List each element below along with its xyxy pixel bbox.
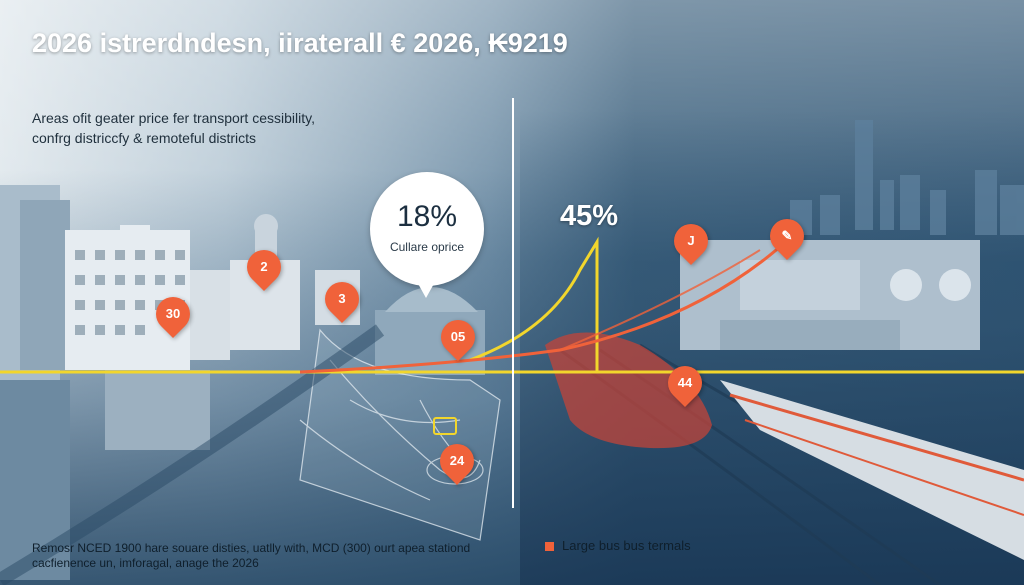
bus-stop-icon: ✎ (781, 228, 793, 243)
map-pin-marker: 24 (432, 436, 482, 486)
footer-line-1: Remosr NCED 1900 hare souare disties, ua… (32, 541, 471, 555)
train (720, 380, 1024, 560)
map-pin-label: 30 (165, 306, 181, 321)
legend-swatch (545, 542, 554, 552)
station-building (680, 240, 980, 350)
map-pin-marker: 3 (317, 274, 367, 324)
bus-stop-marker: ✎ (762, 211, 812, 261)
percent-right: 45% (560, 200, 619, 232)
callout-bubble: 18% Cullare oprice (370, 172, 484, 286)
yellow-curve (469, 236, 599, 372)
map-pin-label: 3 (338, 291, 346, 306)
footer-line-2: cacfienence un, imforagal, anage the 202… (32, 556, 259, 570)
legend-label: Large bus bus termals (562, 538, 691, 553)
footer-note: Remosr NCED 1900 hare souare disties, ua… (32, 541, 512, 571)
buildings-left (0, 185, 360, 580)
subtitle-line-2: confrg districcfy & remoteful districts (32, 130, 257, 146)
subtitle: Areas ofit geater price fer transport ce… (32, 108, 432, 148)
map-pin-marker: 30 (148, 289, 198, 339)
map-pin-label: 05 (450, 329, 466, 344)
map-pin-marker: 2 (239, 242, 289, 292)
map-pin-label: J (687, 233, 695, 248)
map-pin-marker: 05 (433, 312, 483, 362)
map-pin-marker: 44 (660, 358, 710, 408)
callout-caption: Cullare oprice (389, 240, 465, 254)
map-pin-label: 44 (677, 375, 693, 390)
callout-tail (416, 280, 436, 298)
orange-trend-line-2 (559, 249, 761, 351)
map-pin-label: 24 (449, 453, 465, 468)
subtitle-line-1: Areas ofit geater price fer transport ce… (32, 110, 315, 126)
highlight-area (545, 332, 712, 449)
map-pin-label: 2 (260, 259, 268, 274)
skyline-right (790, 120, 1024, 235)
callout-value: 18% (396, 200, 458, 233)
roads-left (0, 324, 385, 585)
page-title: 2026 istrerdndesn, iiraterall € 2026, ₭9… (32, 28, 568, 58)
street-map (299, 328, 501, 541)
bus-icon (433, 417, 457, 435)
legend: Large bus bus termals (545, 538, 785, 553)
map-pin-marker: J (666, 216, 716, 266)
